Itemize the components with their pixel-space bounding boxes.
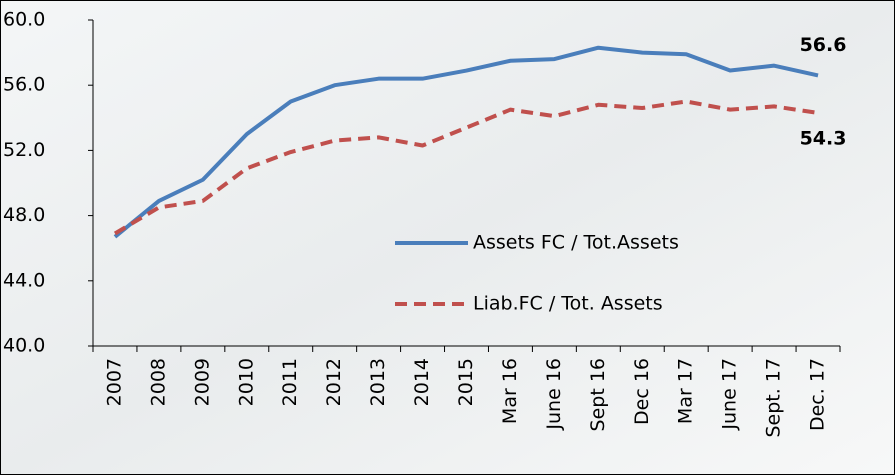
x-tick-label: 2008 (147, 358, 169, 406)
series-line (113, 45, 819, 239)
y-tick-label: 56.0 (3, 74, 45, 96)
x-tick-label: 2010 (235, 358, 257, 406)
x-tick-label: 2012 (323, 358, 345, 406)
x-tick-label: 2011 (279, 358, 301, 406)
y-tick-label: 60.0 (3, 9, 45, 31)
x-tick-label: Mar 16 (499, 358, 521, 424)
x-tick-label: Dec. 17 (807, 358, 829, 431)
x-tick-label: June 17 (719, 358, 741, 431)
x-tick-label: June 16 (543, 358, 565, 431)
y-tick-label: 48.0 (3, 204, 45, 226)
x-tick-label: 2015 (455, 358, 477, 406)
data-label: 54.3 (800, 127, 847, 149)
data-label: 56.6 (800, 34, 847, 56)
y-tick-label: 52.0 (3, 139, 45, 161)
x-tick-label: Sept 16 (587, 358, 609, 431)
x-tick-label: Mar 17 (675, 358, 697, 424)
x-tick-label: 2009 (191, 358, 213, 406)
x-tick-label: 2013 (367, 358, 389, 406)
y-tick-label: 44.0 (3, 269, 45, 291)
legend-label: Assets FC / Tot.Assets (473, 232, 679, 254)
series-line (113, 99, 819, 236)
x-tick-label: 2014 (411, 358, 433, 406)
legend-label: Liab.FC / Tot. Assets (473, 293, 663, 315)
y-tick-label: 40.0 (3, 335, 45, 357)
x-tick-label: Sept. 17 (763, 358, 785, 438)
x-tick-label: Dec 16 (631, 358, 653, 425)
x-tick-label: 2007 (103, 358, 125, 406)
